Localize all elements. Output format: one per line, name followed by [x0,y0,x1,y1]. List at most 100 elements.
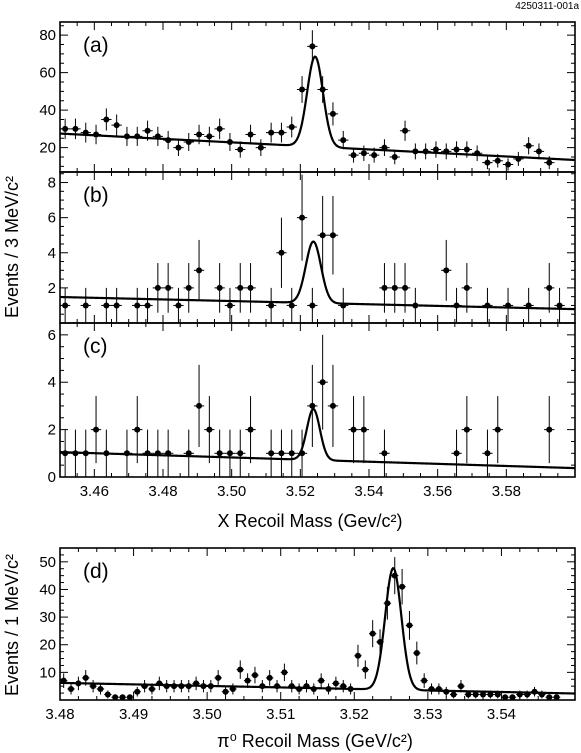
x-tick-label: 3.58 [492,483,521,500]
marker [206,133,213,140]
marker [463,146,470,153]
marker [310,685,317,692]
data-point [266,670,274,686]
marker [278,450,285,457]
data-point [82,670,90,686]
data-point [435,683,443,695]
marker [412,302,419,309]
data-point [70,429,81,477]
data-point [502,287,514,323]
data-point [307,30,318,63]
marker [546,694,553,701]
marker [288,683,295,690]
data-point [508,694,517,701]
marker [123,450,130,457]
marker [178,683,185,690]
shared-y-axis-title: Events / 3 MeV/c² [2,176,22,318]
data-point [170,680,178,693]
marker [134,688,141,695]
data-point [142,120,153,141]
marker [278,129,285,136]
marker [505,302,512,309]
marker [90,683,97,690]
marker [226,139,233,145]
marker [266,674,273,681]
data-point [142,429,153,477]
marker [484,302,491,309]
data-point [89,680,97,693]
data-point [288,680,296,693]
marker [82,450,89,457]
marker [200,683,207,690]
marker [154,450,161,457]
fit-curve [59,55,576,162]
x-tick-label: 3.53 [413,706,442,723]
marker [268,450,275,457]
marker [134,302,141,309]
data-point [338,287,349,323]
data-point [185,680,193,693]
marker [144,127,151,134]
data-point [430,141,442,158]
data-point [173,287,184,323]
marker [319,379,326,386]
data-point [451,429,462,477]
marker [487,691,494,698]
x-tick-label: 3.54 [487,706,516,723]
marker [399,583,406,590]
marker [278,249,285,256]
data-point [214,670,222,686]
y-tick-label: 6 [48,327,56,344]
y-tick-label: 4 [48,374,56,391]
marker [299,450,306,457]
x-tick-label: 3.56 [423,483,452,500]
marker [465,691,472,698]
marker [154,284,161,291]
data-point [140,680,149,693]
marker [453,146,460,153]
marker [216,284,223,291]
marker [309,43,316,50]
marker [103,116,110,123]
y-tick-label: 10 [39,664,56,681]
marker [216,125,223,132]
marker [509,694,516,701]
data-point [273,680,281,693]
data-point [538,690,546,699]
marker [156,680,163,687]
data-point [96,683,105,695]
marker [196,131,203,138]
marker [251,672,258,679]
y-tick-label: 4 [48,245,56,262]
data-point [266,287,277,323]
data-point [255,139,266,157]
data-point [523,690,531,699]
data-point [229,683,237,695]
marker [171,683,178,690]
data-point [389,263,400,313]
data-point [80,122,91,143]
marker [103,450,110,457]
data-point [204,126,215,146]
x-tick-label: 3.54 [354,483,383,500]
data-point [183,263,194,313]
marker [360,150,367,157]
marker [453,450,460,457]
data-point [327,102,339,126]
data-point [339,680,347,693]
data-point [482,429,493,477]
marker [516,691,523,698]
marker [369,630,376,637]
marker [329,110,336,117]
data-point [457,680,465,693]
data-point [163,680,171,693]
marker [443,688,450,695]
marker [144,302,151,309]
data-point [90,396,102,464]
x-tick-label: 3.48 [148,483,177,500]
marker [319,232,326,239]
data-point [317,673,325,688]
marker [484,159,491,166]
marker [274,683,281,690]
marker [525,302,532,309]
